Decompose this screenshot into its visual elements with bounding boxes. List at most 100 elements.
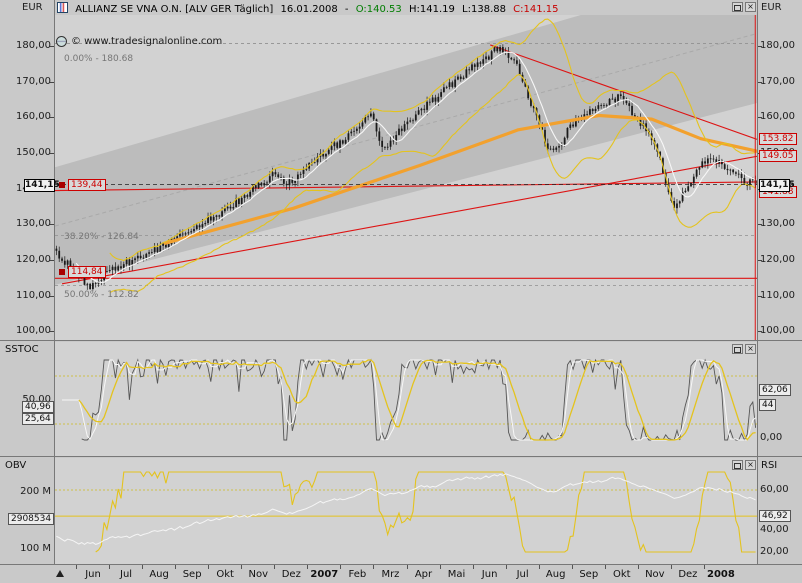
price-tick-right: 110,00	[760, 289, 795, 301]
tick-mark	[758, 46, 762, 47]
time-axis-label: Nov	[645, 569, 665, 580]
tick-mark	[758, 117, 762, 119]
time-axis-label: 2008	[707, 569, 735, 580]
watermark-text: © www.tradesignalonline.com	[71, 36, 223, 47]
time-axis-label: Dez	[678, 569, 698, 580]
time-axis-label: Dez	[281, 569, 301, 580]
restore-icon	[734, 347, 741, 353]
time-axis-label: Mrz	[381, 569, 400, 580]
price-tick-left: 130,00	[16, 218, 51, 230]
main-panel-buttons: ×	[732, 2, 756, 12]
price-tick-left: 160,00	[16, 111, 51, 123]
price-tick-right: 120,00	[760, 253, 795, 265]
time-tick-mark	[109, 565, 111, 569]
instrument-icon	[57, 2, 68, 13]
right-axis-separator	[757, 0, 758, 564]
time-tick-mark	[571, 565, 573, 569]
time-axis-label: Sep	[579, 569, 599, 580]
chart-title: ALLIANZ SE VNA O.N. [ALV GER Täglich] 16…	[57, 2, 563, 15]
tick-mark	[758, 295, 762, 297]
fibonacci-label: 50.00% - 112.82	[64, 289, 139, 300]
restore-button[interactable]	[732, 344, 743, 354]
line-value-label: 114,84	[68, 266, 106, 279]
time-axis-label: Okt	[216, 569, 234, 580]
time-tick-mark	[307, 565, 309, 569]
tick-mark	[758, 259, 762, 261]
price-tick-right: 160,00	[760, 111, 795, 123]
time-axis-label: Aug	[545, 569, 566, 580]
time-axis-label: Okt	[613, 569, 631, 580]
tick-mark	[50, 224, 54, 226]
close-value: C:141.15	[513, 4, 559, 15]
time-axis-separator	[0, 564, 802, 565]
time-axis-label: Nov	[248, 569, 269, 580]
panel-splitter[interactable]	[0, 340, 802, 341]
tick-mark	[50, 46, 54, 47]
price-tick-right: 130,00	[760, 218, 795, 230]
time-tick-mark	[340, 565, 342, 569]
time-axis-label: Aug	[149, 569, 169, 580]
price-tick-left: 100,00	[16, 325, 51, 337]
price-tick-left: 170,00	[16, 75, 51, 87]
obv-panel-buttons: ×	[732, 460, 756, 470]
rsi-panel-title: RSI	[761, 460, 778, 471]
close-icon[interactable]: ×	[745, 2, 756, 12]
line-value-label: 153.82	[759, 133, 797, 146]
high-value: H:141.19	[408, 4, 455, 15]
restore-button[interactable]	[732, 2, 743, 12]
time-tick-mark	[472, 565, 474, 569]
left-axis-separator	[54, 0, 55, 564]
sstoc-panel-title: SSTOC	[5, 344, 39, 355]
time-axis-label: 2007	[310, 569, 339, 580]
watermark: © www.tradesignalonline.com	[56, 36, 222, 47]
close-icon[interactable]: ×	[745, 344, 756, 354]
time-tick-mark	[175, 565, 177, 569]
fibonacci-label: 0.00% - 180.68	[64, 53, 134, 64]
time-tick-mark	[208, 565, 210, 569]
obv-tick: 200 M	[20, 486, 51, 497]
sstoc-value-label: 25,64	[22, 413, 54, 426]
time-tick-mark	[505, 565, 507, 569]
time-axis-label: Mai	[447, 569, 466, 580]
price-tick-left: 180,00	[16, 40, 51, 51]
tick-mark	[758, 224, 762, 226]
time-tick-mark	[538, 565, 540, 569]
alert-marker-icon	[59, 269, 65, 276]
tick-mark	[50, 117, 54, 119]
sstoc-panel-buttons: ×	[732, 344, 756, 354]
obv-panel-title: OBV	[5, 460, 27, 471]
current-price-label-left: 141,15	[24, 179, 60, 192]
price-tick-left: 110,00	[16, 289, 51, 301]
time-tick-mark	[637, 565, 639, 569]
right-axis-title: EUR	[761, 2, 782, 13]
obv-value-label: 2908534	[8, 513, 55, 526]
time-tick-mark	[406, 565, 408, 569]
time-tick-mark	[76, 565, 77, 569]
title-separator: -	[344, 4, 349, 15]
time-tick-mark	[373, 565, 375, 569]
rsi-tick: 20,00	[760, 546, 789, 557]
alert-marker-icon	[59, 181, 65, 188]
time-axis-label: Apr	[414, 569, 433, 580]
restore-button[interactable]	[732, 460, 743, 470]
open-value: O:140.53	[355, 4, 402, 15]
panel-splitter[interactable]	[0, 456, 802, 457]
restore-icon	[734, 463, 741, 469]
price-tick-right: 170,00	[760, 75, 795, 87]
rsi-value-label: 46,92	[759, 510, 791, 523]
tick-mark	[758, 331, 762, 333]
close-icon[interactable]: ×	[745, 460, 756, 470]
time-tick-mark	[604, 565, 606, 569]
time-tick-mark	[703, 565, 705, 569]
tick-mark	[50, 331, 54, 333]
rsi-tick: 40,00	[760, 524, 789, 535]
line-value-label: 149.05	[759, 150, 797, 163]
sstoc-tick-left: 50,00	[22, 394, 51, 405]
globe-icon	[56, 36, 67, 47]
price-tick-right: 180,00	[760, 40, 795, 51]
fibonacci-label: 38.20% - 126.84	[64, 231, 139, 242]
time-axis-label: Jun	[85, 569, 101, 580]
line-value-label: 139,44	[68, 178, 106, 191]
time-tick-mark	[274, 565, 276, 569]
